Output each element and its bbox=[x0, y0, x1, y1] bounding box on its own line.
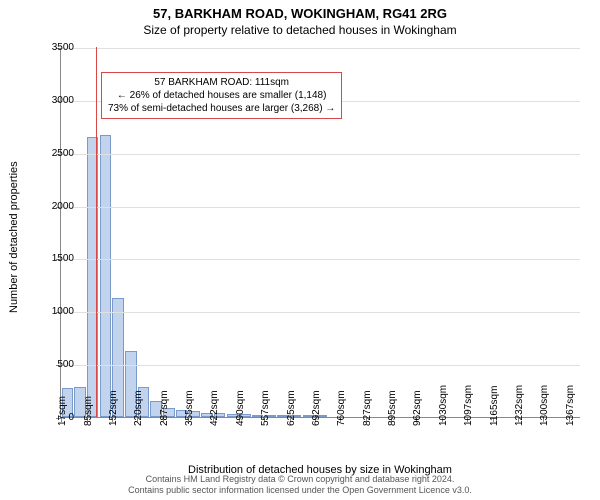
chart-container: 57, BARKHAM ROAD, WOKINGHAM, RG41 2RG Si… bbox=[0, 0, 600, 500]
x-tick-label: 1097sqm bbox=[463, 385, 474, 426]
grid-line bbox=[61, 48, 580, 49]
footer-line1: Contains HM Land Registry data © Crown c… bbox=[0, 474, 600, 485]
annotation-box: 57 BARKHAM ROAD: 111sqm← 26% of detached… bbox=[101, 72, 342, 119]
y-tick-label: 3000 bbox=[34, 95, 74, 106]
x-tick-label: 760sqm bbox=[336, 390, 347, 426]
property-marker-line bbox=[96, 47, 97, 417]
y-tick-label: 3500 bbox=[34, 42, 74, 53]
y-tick-label: 2500 bbox=[34, 148, 74, 159]
footer: Contains HM Land Registry data © Crown c… bbox=[0, 474, 600, 496]
x-tick-label: 962sqm bbox=[412, 390, 423, 426]
chart-title: 57, BARKHAM ROAD, WOKINGHAM, RG41 2RG bbox=[0, 0, 600, 21]
grid-line bbox=[61, 207, 580, 208]
plot-area: 57 BARKHAM ROAD: 111sqm← 26% of detached… bbox=[60, 48, 580, 418]
grid-line bbox=[61, 259, 580, 260]
annotation-line: 57 BARKHAM ROAD: 111sqm bbox=[108, 76, 335, 89]
x-tick-label: 1165sqm bbox=[489, 386, 500, 426]
x-tick-label: 85sqm bbox=[83, 396, 94, 426]
annotation-line: ← 26% of detached houses are smaller (1,… bbox=[108, 89, 335, 102]
x-tick-label: 1232sqm bbox=[514, 385, 525, 426]
x-tick-label: 220sqm bbox=[133, 390, 144, 426]
histogram-bar bbox=[100, 135, 112, 417]
x-tick-label: 17sqm bbox=[57, 396, 68, 426]
y-axis-label: Number of detached properties bbox=[8, 161, 20, 313]
annotation-line: 73% of semi-detached houses are larger (… bbox=[108, 102, 335, 115]
grid-line bbox=[61, 365, 580, 366]
x-tick-label: 287sqm bbox=[159, 390, 170, 426]
y-tick-label: 2000 bbox=[34, 201, 74, 212]
y-tick-label: 1000 bbox=[34, 306, 74, 317]
chart-subtitle: Size of property relative to detached ho… bbox=[0, 21, 600, 37]
x-tick-label: 895sqm bbox=[387, 390, 398, 426]
x-tick-label: 152sqm bbox=[108, 390, 119, 426]
x-tick-label: 625sqm bbox=[286, 390, 297, 426]
y-tick-label: 1500 bbox=[34, 253, 74, 264]
grid-line bbox=[61, 154, 580, 155]
y-tick-label: 500 bbox=[34, 359, 74, 370]
x-tick-label: 490sqm bbox=[235, 390, 246, 426]
x-tick-label: 557sqm bbox=[260, 390, 271, 426]
footer-line2: Contains public sector information licen… bbox=[0, 485, 600, 496]
x-tick-label: 1030sqm bbox=[438, 385, 449, 426]
grid-line bbox=[61, 312, 580, 313]
x-tick-label: 827sqm bbox=[362, 390, 373, 426]
x-tick-label: 355sqm bbox=[184, 390, 195, 426]
x-tick-label: 692sqm bbox=[311, 390, 322, 426]
y-tick-label: 0 bbox=[34, 412, 74, 423]
x-tick-label: 422sqm bbox=[209, 390, 220, 426]
x-tick-label: 1367sqm bbox=[565, 385, 576, 426]
x-tick-label: 1300sqm bbox=[539, 385, 550, 426]
